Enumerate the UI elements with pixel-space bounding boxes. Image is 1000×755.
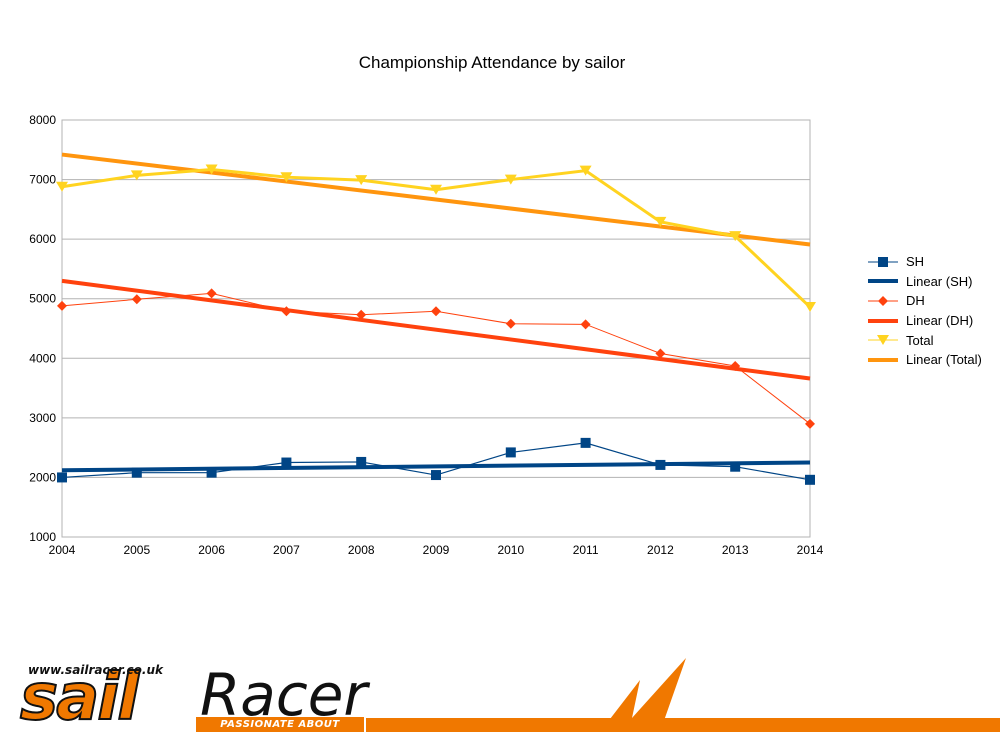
data-point-sh-2014	[805, 474, 815, 485]
legend-item-sh: SH	[868, 252, 982, 272]
data-point-sh-2011	[580, 437, 591, 448]
legend-item-linear-total: Linear (Total)	[868, 350, 982, 370]
data-point-dh-2006	[206, 288, 217, 299]
trendline-linear-total	[61, 152, 811, 247]
data-point-total-2009	[430, 184, 442, 195]
data-point-sh-2010	[505, 447, 516, 458]
x-tick-label-2012: 2012	[647, 543, 674, 557]
legend-item-linear-dh: Linear (DH)	[868, 311, 982, 331]
legend-label: SH	[906, 254, 925, 270]
x-tick-label-2007: 2007	[273, 543, 300, 557]
footer-graphic	[0, 650, 1000, 750]
legend-swatch-marker	[878, 295, 888, 306]
y-tick-label-2000: 2000	[29, 470, 56, 484]
data-point-total-2008	[355, 175, 368, 186]
trendline-linear-dh	[61, 278, 811, 381]
legend-swatch-marker	[877, 335, 889, 346]
data-point-sh-2007	[281, 457, 292, 468]
x-tick-label-2005: 2005	[123, 543, 150, 557]
legend-label: DH	[906, 293, 925, 309]
data-point-dh-2013	[730, 361, 741, 372]
data-point-total-2011	[579, 165, 592, 176]
trendline-linear-sh	[61, 460, 811, 473]
site-url: www.sailracer.co.uk	[28, 663, 163, 677]
x-tick-label-2014: 2014	[797, 543, 824, 557]
legend-label: Linear (DH)	[906, 313, 974, 329]
x-tick-label-2006: 2006	[198, 543, 225, 557]
data-point-dh-2004	[57, 300, 67, 311]
y-tick-label-8000: 8000	[29, 113, 56, 127]
y-tick-label-7000: 7000	[29, 173, 56, 187]
y-tick-label-1000: 1000	[29, 530, 56, 544]
data-point-sh-2013	[730, 461, 741, 472]
footer-sail-shape	[600, 658, 686, 732]
chart-title: Championship Attendance by sailor	[358, 53, 626, 72]
data-point-dh-2005	[131, 294, 142, 305]
logo-sail-text: sail	[19, 661, 140, 735]
legend-swatch	[868, 335, 898, 346]
data-series	[56, 164, 816, 485]
trendlines	[61, 152, 811, 473]
x-tick-label-2011: 2011	[573, 543, 599, 557]
legend-item-total: Total	[868, 330, 982, 350]
data-point-total-2012	[654, 216, 667, 227]
tagline: PASSIONATE ABOUT SAILING	[196, 717, 364, 745]
legend: SH Linear (SH) DH Linear (DH) Total Linear (T…	[868, 252, 982, 370]
y-tick-label-5000: 5000	[29, 292, 56, 306]
data-point-sh-2008	[356, 456, 367, 467]
legend-swatch	[868, 357, 898, 362]
data-point-dh-2012	[655, 348, 666, 359]
data-point-dh-2010	[505, 318, 516, 329]
data-point-dh-2014	[805, 418, 815, 429]
legend-item-dh: DH	[868, 291, 982, 311]
data-point-sh-2004	[57, 472, 67, 483]
x-tick-label-2010: 2010	[497, 543, 524, 557]
plot-area-border	[61, 119, 811, 538]
x-tick-label-2009: 2009	[423, 543, 450, 557]
legend-label: Total	[906, 332, 934, 348]
y-tick-label-6000: 6000	[29, 232, 56, 246]
footer-banner	[0, 650, 1000, 750]
data-point-total-2010	[504, 174, 517, 185]
axes: 1000 2000 3000 4000 5000 6000 7000 8000 2004 2005…	[29, 113, 823, 557]
legend-label: Linear (Total)	[906, 352, 982, 368]
data-point-sh-2012	[655, 459, 666, 470]
data-point-dh-2007	[281, 306, 292, 317]
legend-swatch	[868, 318, 898, 323]
data-point-sh-2005	[131, 467, 142, 478]
data-point-total-2006	[205, 164, 218, 175]
data-point-sh-2009	[431, 470, 441, 481]
legend-label: Linear (SH)	[906, 273, 973, 289]
y-tick-label-3000: 3000	[29, 411, 56, 425]
footer-stripe	[366, 718, 1000, 732]
line-chart: 1000 2000 3000 4000 5000 6000 7000 8000 2004 2005…	[29, 113, 823, 557]
data-point-total-2004	[56, 181, 68, 192]
legend-item-linear-sh: Linear (SH)	[868, 272, 982, 292]
logo-racer-text: Racer	[200, 661, 368, 729]
legend-swatch-marker	[878, 256, 888, 267]
data-point-dh-2008	[356, 309, 367, 320]
legend-swatch	[868, 295, 898, 306]
data-point-total-2007	[280, 172, 293, 183]
x-tick-label-2008: 2008	[348, 543, 375, 557]
x-tick-label-2013: 2013	[722, 543, 749, 557]
x-tick-label-2004: 2004	[49, 543, 76, 557]
legend-swatch	[868, 256, 898, 267]
y-tick-label-4000: 4000	[29, 351, 56, 365]
legend-swatch	[868, 279, 898, 284]
data-point-total-2013	[729, 231, 742, 242]
data-point-dh-2011	[580, 319, 591, 330]
data-point-dh-2009	[431, 306, 441, 317]
data-point-total-2014	[804, 302, 816, 313]
data-point-sh-2006	[206, 467, 217, 478]
data-point-total-2005	[130, 170, 143, 181]
